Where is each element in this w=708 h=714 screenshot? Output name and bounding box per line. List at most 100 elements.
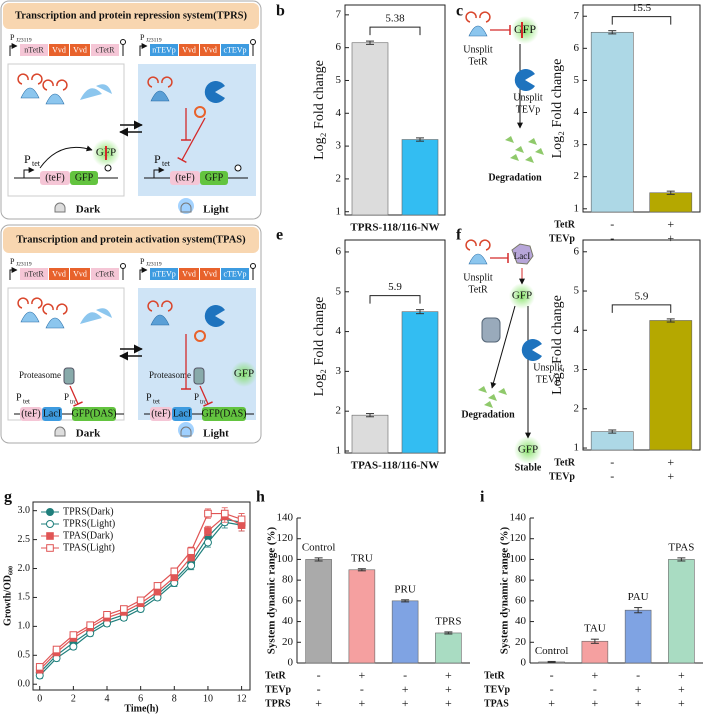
bracket [369, 26, 421, 36]
legend-marker [46, 532, 54, 540]
point [237, 515, 246, 524]
debris [510, 154, 519, 161]
gene-part-label: Vvd [52, 45, 66, 54]
terminator [250, 263, 256, 269]
legend-label: TPRS(Light) [63, 518, 115, 529]
point [153, 582, 162, 590]
title-bar [3, 3, 259, 29]
row-value: + [678, 668, 685, 682]
x-tick-label: 4 [105, 693, 110, 704]
bracket [611, 304, 672, 313]
protein-name: TEVp [516, 104, 540, 115]
row-value: - [317, 668, 321, 682]
promoter: P [10, 257, 15, 266]
promoter-sub: tet [32, 159, 41, 168]
gene-part-label: Vvd [182, 269, 196, 278]
point [203, 538, 212, 547]
bar [391, 600, 419, 664]
gfp-glow [231, 361, 257, 387]
promoter-sub: tet [162, 159, 171, 168]
gene-part-label: nTetR [24, 269, 44, 278]
gene-box [70, 171, 98, 185]
tevp-icon [204, 305, 225, 328]
gene-part-label: nTEVp [152, 269, 176, 278]
promoter-sub: J23119 [146, 37, 162, 43]
gene-part-label: Vvd [73, 45, 87, 54]
y-tick-label: 6 [336, 245, 342, 257]
y-tick-label: 0 [521, 657, 527, 669]
gene-part-label: Vvd [203, 269, 217, 278]
y-tick-label: 4 [336, 107, 342, 119]
row-value: + [402, 696, 409, 710]
promoter: P [146, 392, 152, 403]
gene-part [49, 44, 69, 56]
y-tick-label: 0.0 [18, 679, 31, 690]
x-axis-label: Time(h) [124, 703, 158, 714]
row-name: TPRS [265, 698, 291, 709]
row-name: TetR [554, 457, 576, 468]
gene-label: GFP [205, 172, 224, 183]
gene-box [20, 407, 42, 421]
inhibition [181, 117, 206, 161]
vvd-arc [42, 79, 54, 91]
annotation: 5.9 [388, 281, 402, 293]
y-tick-label: 2 [574, 402, 580, 414]
y-tick-label: 2 [336, 172, 342, 184]
promoter: P [16, 392, 22, 403]
point [187, 561, 196, 570]
y-tick-label: 80 [282, 574, 294, 586]
bar-label: TPAS [668, 541, 694, 553]
y-axis-label: Log₂ Fold change [312, 297, 327, 397]
row-value: - [610, 217, 614, 231]
promoter: P [24, 152, 31, 166]
debris [525, 156, 534, 163]
protein-name: TEVp [536, 374, 560, 385]
gene-label: GFP(DAS) [201, 408, 246, 419]
row-value: - [403, 668, 407, 682]
result: Degradation [461, 409, 515, 420]
gfp-glow [509, 283, 535, 309]
y-axis-label: Log₂ Fold change [550, 295, 565, 395]
vvd-arc [147, 300, 159, 312]
gene-part [70, 44, 90, 56]
bracket [611, 16, 672, 25]
protein-icon [150, 90, 170, 102]
protein-name: TetR [468, 56, 488, 67]
row-value: + [678, 682, 685, 696]
row-value: + [667, 231, 674, 245]
plot-frame [582, 239, 701, 451]
panel-label: g [4, 489, 12, 506]
protein-name: Unsplit [533, 362, 563, 373]
promoter-sub: trc [70, 399, 77, 405]
promoter: P [194, 392, 199, 402]
gene-box [170, 171, 200, 185]
row-value: + [667, 455, 674, 469]
row-name: TetR [484, 670, 506, 681]
y-tick-label: 140 [277, 512, 294, 524]
y-tick-label: 6 [574, 245, 580, 257]
gene-part-label: cTetR [96, 45, 116, 54]
bar-label: PAU [628, 591, 649, 603]
bar [624, 609, 652, 664]
y-tick-label: 0.5 [18, 650, 31, 661]
promoter-arrow [139, 43, 148, 56]
promoter-arrow [23, 167, 35, 178]
bar [401, 139, 439, 216]
reporter: GFP [512, 290, 532, 302]
gene-part [179, 44, 199, 56]
proteasome [63, 367, 75, 385]
row-value: - [610, 469, 614, 483]
reporter: GFP [234, 368, 254, 380]
protein-icon [150, 314, 170, 326]
y-tick-label: 5 [574, 285, 580, 297]
row-value: - [550, 682, 554, 696]
gene-part [91, 268, 119, 280]
annotation: 15.5 [632, 2, 652, 14]
y-tick-label: 1 [336, 445, 342, 457]
vvd-ring [194, 106, 206, 118]
legend-marker [46, 544, 54, 552]
bar-label: TPRS [435, 615, 461, 627]
promoter: P [10, 33, 15, 42]
y-tick-label: 3 [336, 365, 342, 377]
